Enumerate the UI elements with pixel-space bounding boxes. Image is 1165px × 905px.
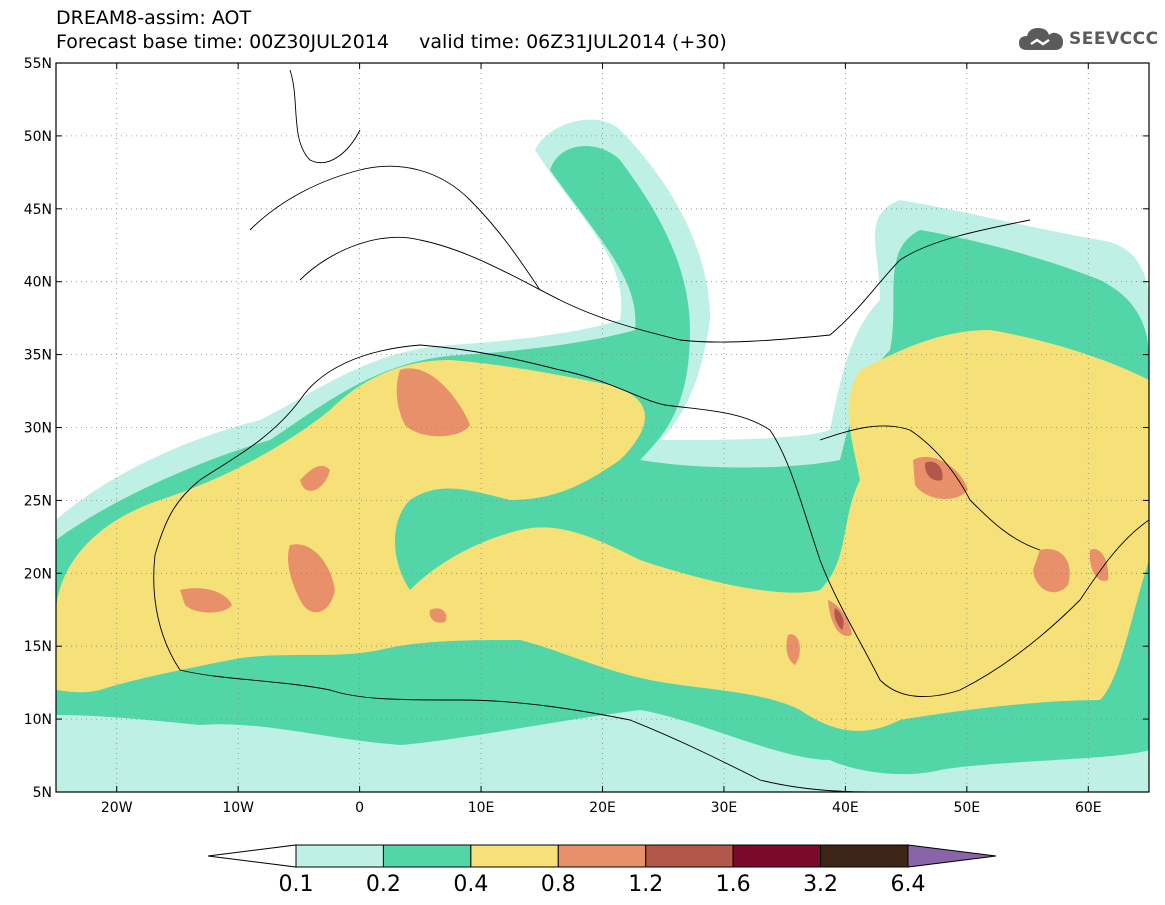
lat-label: 50N (24, 129, 52, 145)
colorbar-segment (820, 844, 909, 868)
aot-band-1.2 (834, 461, 943, 630)
colorbar-level-label: 0.2 (366, 872, 401, 897)
aot-band-0.4 (56, 330, 1149, 731)
colorbar-level-label: 1.6 (716, 872, 751, 897)
latitude-labels: 55N 50N 45N 40N 35N 30N 25N 20N 15N 10N 5N (24, 56, 52, 801)
map-title: DREAM8-assim: AOT (56, 7, 252, 29)
colorbar-max-triangle (907, 844, 997, 868)
colorbar-level-label: 3.2 (803, 872, 838, 897)
lat-label: 5N (33, 785, 52, 801)
longitude-ticks (116, 63, 1089, 792)
lon-label: 40E (832, 800, 859, 816)
logo: SEEVCCC (1017, 24, 1159, 54)
lon-label: 50E (953, 800, 980, 816)
lat-label: 10N (24, 712, 52, 728)
lon-label: 20E (589, 800, 616, 816)
lat-label: 25N (24, 493, 52, 509)
lat-label: 40N (24, 275, 52, 291)
colorbar-segment (470, 844, 559, 868)
colorbar-level-label: 0.4 (453, 872, 488, 897)
lat-label: 30N (24, 421, 52, 437)
lat-label: 55N (24, 56, 52, 72)
lon-label: 60E (1075, 800, 1102, 816)
latitude-ticks (56, 62, 1149, 793)
colorbar-segment (732, 844, 822, 868)
colorbar-level-label: 0.8 (541, 872, 576, 897)
grid-lines (56, 63, 1149, 792)
lat-label: 20N (24, 566, 52, 582)
colorbar-min-triangle (207, 844, 297, 868)
colorbar-segment (295, 844, 384, 868)
colorbar-level-label: 6.4 (891, 872, 926, 897)
colorbar: 0.1 0.2 0.4 0.8 1.2 1.6 3.2 6.4 (207, 844, 997, 897)
forecast-times: Forecast base time: 00Z30JUL2014 valid t… (56, 31, 727, 53)
colorbar-segment (557, 844, 647, 868)
lon-label: 10E (468, 800, 495, 816)
colorbar-level-label: 1.2 (628, 872, 663, 897)
lon-label: 30E (711, 800, 738, 816)
longitude-labels: 20W 10W 0 10E 20E 30E 40E 50E 60E (101, 800, 1102, 816)
colorbar-segment (382, 844, 472, 868)
colorbar-segment (645, 844, 734, 868)
colorbar-level-label: 0.1 (279, 872, 314, 897)
lat-label: 15N (24, 639, 52, 655)
lon-label: 20W (101, 800, 133, 816)
lat-label: 45N (24, 202, 52, 218)
aot-fields (56, 63, 1149, 792)
coastlines (153, 69, 1149, 792)
lat-label: 35N (24, 348, 52, 364)
cloud-icon (1019, 28, 1063, 50)
lon-label: 0 (355, 800, 364, 816)
lon-label: 10W (222, 800, 254, 816)
logo-text: SEEVCCC (1069, 29, 1159, 49)
